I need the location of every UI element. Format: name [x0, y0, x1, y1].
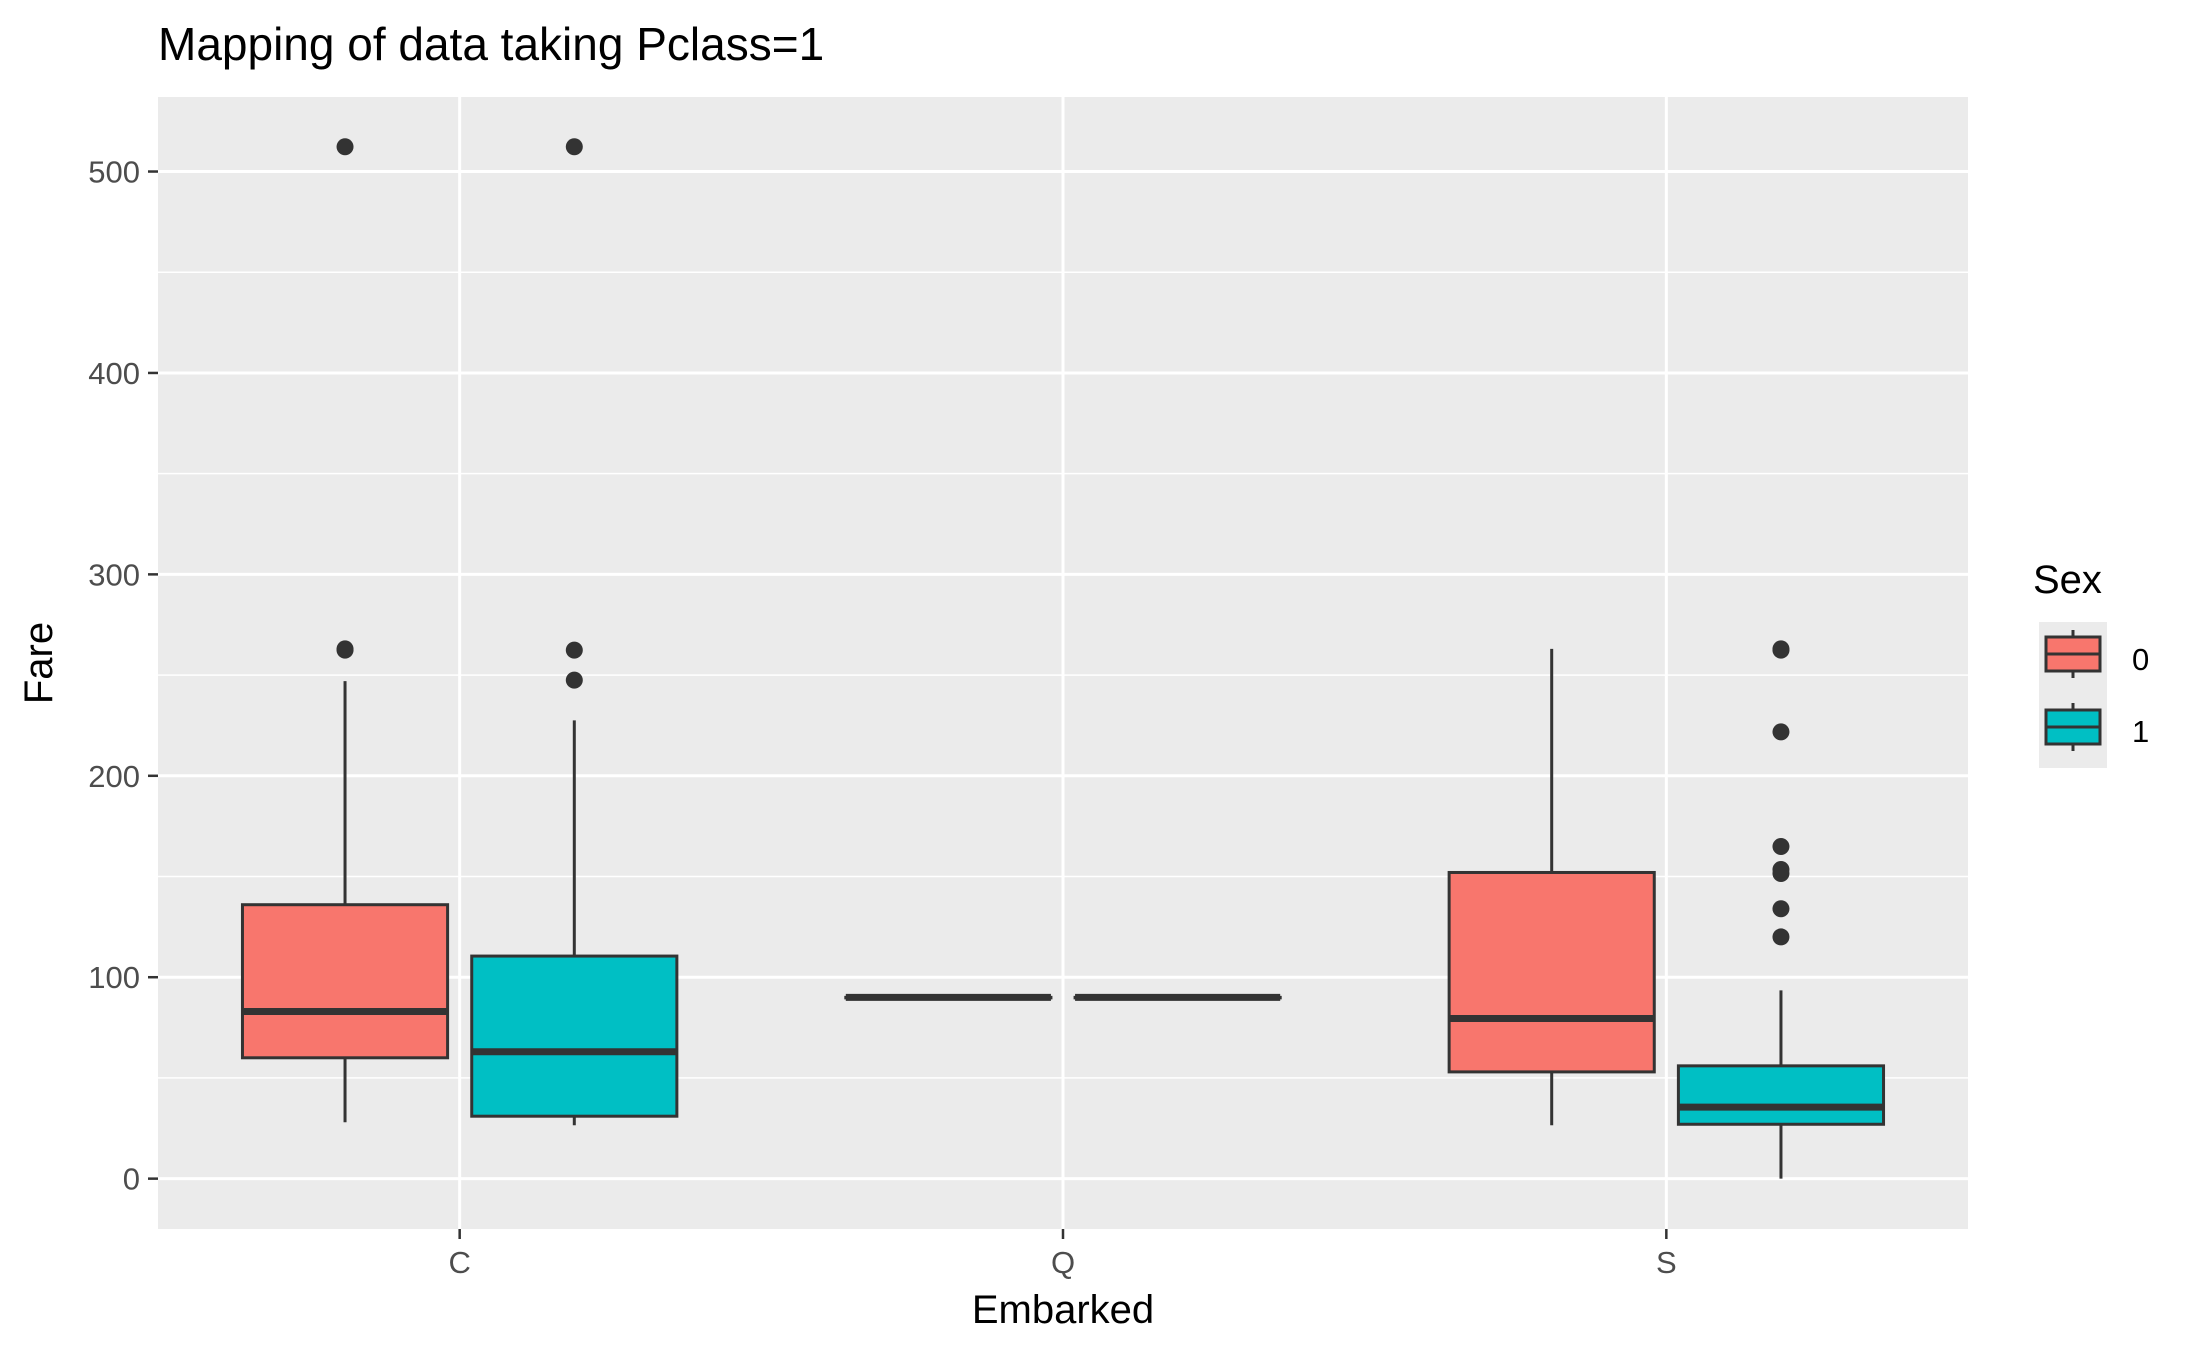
y-tick-label: 300 — [88, 557, 140, 592]
legend: Sex 0 1 — [2033, 558, 2149, 768]
y-tick-label: 0 — [123, 1162, 140, 1197]
box-marks — [240, 138, 1886, 1179]
y-tick-label: 200 — [88, 759, 140, 794]
y-tick-label: 500 — [88, 155, 140, 190]
outlier-point — [565, 138, 583, 156]
outlier-point — [1772, 928, 1790, 946]
box-Q-sex-0 — [844, 993, 1053, 1001]
outlier-point — [1772, 900, 1790, 918]
box-Q-sex-1 — [1073, 993, 1282, 1001]
box-C-sex-0 — [240, 138, 450, 1123]
legend-label-0: 0 — [2132, 642, 2149, 677]
y-tick-label: 400 — [88, 356, 140, 391]
legend-key-1 — [2044, 703, 2102, 751]
y-tick-label: 100 — [88, 960, 140, 995]
major-gridlines — [158, 97, 1968, 1229]
box-iqr — [470, 954, 679, 1118]
axes: 0 100 200 300 400 500 C Q S — [88, 155, 1676, 1280]
box-S-sex-1 — [1676, 640, 1886, 1179]
outlier-point — [1772, 723, 1790, 741]
legend-keys — [2044, 630, 2102, 751]
legend-title: Sex — [2033, 558, 2102, 602]
outlier-point — [565, 671, 583, 689]
chart-title: Mapping of data taking Pclass=1 — [158, 18, 824, 70]
x-tick-label: S — [1656, 1245, 1677, 1280]
outlier-point — [1772, 640, 1790, 658]
box-iqr — [1676, 1064, 1886, 1126]
outlier-point — [1772, 860, 1790, 878]
box-C-sex-1 — [470, 138, 679, 1126]
box-iqr — [240, 903, 450, 1060]
x-tick-label: C — [448, 1245, 470, 1280]
box-S-sex-0 — [1447, 648, 1656, 1126]
legend-label-1: 1 — [2132, 714, 2149, 749]
x-axis-title: Embarked — [972, 1288, 1154, 1332]
outlier-point — [565, 641, 583, 659]
outlier-point — [336, 138, 354, 156]
x-tick-label: Q — [1051, 1245, 1075, 1280]
y-axis-title: Fare — [17, 622, 61, 704]
legend-key-0 — [2044, 630, 2102, 678]
outlier-point — [336, 640, 354, 658]
box-iqr — [1447, 870, 1656, 1074]
outlier-point — [1772, 837, 1790, 855]
